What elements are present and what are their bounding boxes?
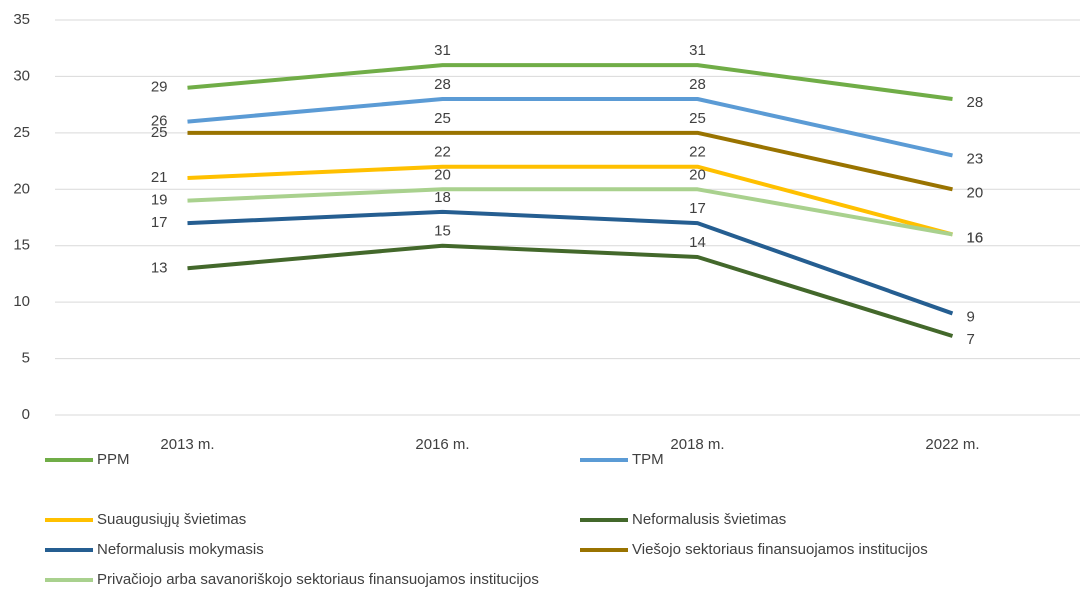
- data-label: 28: [967, 94, 984, 111]
- y-tick-label: 15: [13, 237, 30, 254]
- y-tick-label: 35: [13, 11, 30, 28]
- data-label: 31: [689, 42, 706, 59]
- x-tick-label: 2013 m.: [160, 436, 214, 453]
- data-label: 17: [151, 214, 168, 231]
- legend-label: PPM: [97, 451, 130, 468]
- x-tick-label: 2018 m.: [670, 436, 724, 453]
- y-tick-label: 30: [13, 67, 30, 84]
- data-label: 18: [434, 189, 451, 206]
- series-line: [187, 63, 953, 101]
- series-line: [187, 187, 953, 237]
- data-label: 15: [434, 223, 451, 240]
- data-label: 17: [689, 200, 706, 217]
- data-label: 22: [689, 144, 706, 161]
- legend-label: Suaugusiųjų švietimas: [97, 511, 246, 528]
- data-label: 31: [434, 42, 451, 59]
- data-label: 16: [967, 229, 984, 246]
- data-label: 28: [689, 76, 706, 93]
- legend-label: Privačiojo arba savanoriškojo sektoriaus…: [97, 571, 539, 588]
- data-label: 29: [151, 79, 168, 96]
- data-label: 19: [151, 192, 168, 209]
- series-line: [187, 209, 954, 316]
- series-line: [187, 130, 953, 192]
- data-label: 25: [434, 110, 451, 127]
- series-line: [187, 164, 954, 237]
- legend-label: TPM: [632, 451, 664, 468]
- y-tick-label: 0: [22, 406, 30, 423]
- y-tick-label: 20: [13, 180, 30, 197]
- legend-label: Viešojo sektoriaus finansuojamos institu…: [632, 541, 928, 558]
- data-label: 13: [151, 259, 168, 276]
- legend-label: Neformalusis mokymasis: [97, 541, 264, 558]
- x-tick-label: 2016 m.: [415, 436, 469, 453]
- y-tick-label: 25: [13, 124, 30, 141]
- data-label: 20: [689, 166, 706, 183]
- data-label: 20: [967, 184, 984, 201]
- data-label: 7: [967, 331, 975, 348]
- data-label: 25: [151, 124, 168, 141]
- data-label: 9: [967, 308, 975, 325]
- data-label: 16: [967, 229, 984, 246]
- data-label: 28: [434, 76, 451, 93]
- data-label: 26: [151, 113, 168, 130]
- y-tick-label: 5: [22, 350, 30, 367]
- series-line: [187, 97, 953, 158]
- data-label: 14: [689, 234, 706, 251]
- data-label: 23: [967, 150, 984, 167]
- data-label: 25: [689, 110, 706, 127]
- data-label: 22: [434, 144, 451, 161]
- x-tick-label: 2022 m.: [925, 436, 979, 453]
- y-tick-label: 10: [13, 293, 30, 310]
- data-label: 21: [151, 169, 168, 186]
- series-line: [187, 243, 954, 338]
- legend-label: Neformalusis švietimas: [632, 511, 786, 528]
- data-label: 20: [434, 166, 451, 183]
